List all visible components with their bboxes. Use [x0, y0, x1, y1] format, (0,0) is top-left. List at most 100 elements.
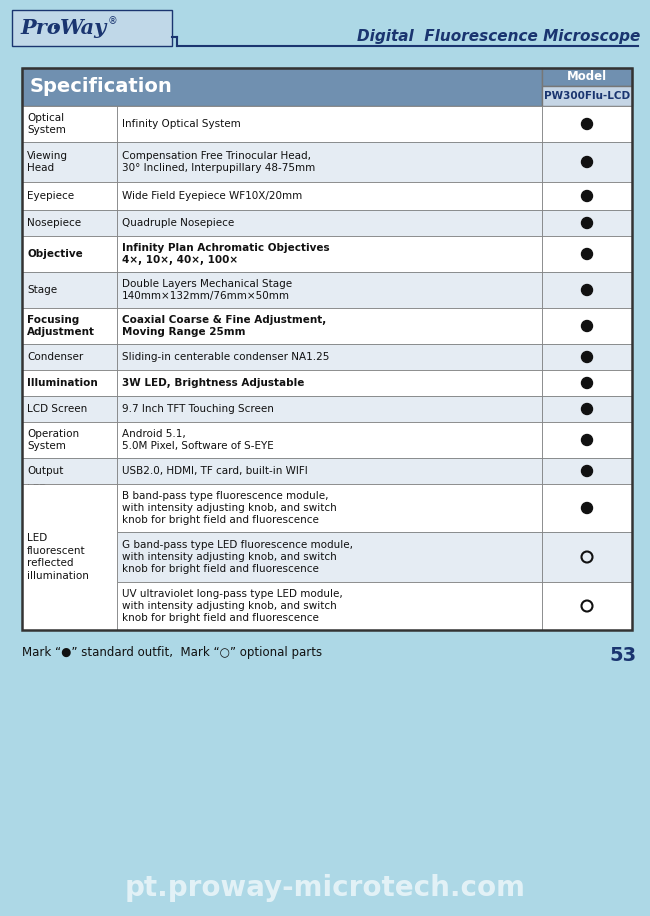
Text: Android 5.1,
5.0M Pixel, Software of S-EYE: Android 5.1, 5.0M Pixel, Software of S-E…	[122, 429, 274, 452]
FancyBboxPatch shape	[22, 484, 117, 630]
FancyBboxPatch shape	[22, 272, 117, 308]
FancyBboxPatch shape	[117, 106, 542, 142]
Circle shape	[582, 434, 593, 445]
Text: 9.7 Inch TFT Touching Screen: 9.7 Inch TFT Touching Screen	[122, 404, 274, 414]
FancyBboxPatch shape	[542, 458, 632, 484]
FancyBboxPatch shape	[117, 272, 542, 308]
Text: ·: ·	[52, 18, 60, 38]
Circle shape	[582, 285, 593, 296]
Text: Condenser: Condenser	[27, 352, 83, 362]
FancyBboxPatch shape	[117, 396, 542, 422]
FancyBboxPatch shape	[22, 142, 117, 182]
Circle shape	[582, 191, 593, 202]
Circle shape	[582, 217, 593, 228]
FancyBboxPatch shape	[542, 422, 632, 458]
FancyBboxPatch shape	[117, 182, 542, 210]
Text: Mark “●” standard outfit,  Mark “○” optional parts: Mark “●” standard outfit, Mark “○” optio…	[22, 646, 322, 659]
FancyBboxPatch shape	[542, 182, 632, 210]
Text: Stage: Stage	[27, 285, 57, 295]
Circle shape	[582, 404, 593, 415]
Text: Pro: Pro	[20, 18, 60, 38]
Text: Viewing
Head: Viewing Head	[27, 151, 68, 173]
FancyBboxPatch shape	[542, 236, 632, 272]
FancyBboxPatch shape	[117, 344, 542, 370]
Text: Focusing
Adjustment: Focusing Adjustment	[27, 315, 95, 337]
Text: Sliding-in centerable condenser NA1.25: Sliding-in centerable condenser NA1.25	[122, 352, 330, 362]
FancyBboxPatch shape	[542, 106, 632, 142]
FancyBboxPatch shape	[542, 344, 632, 370]
FancyBboxPatch shape	[117, 370, 542, 396]
Text: Model: Model	[567, 71, 607, 83]
Text: Operation
System: Operation System	[27, 429, 79, 452]
Text: Coaxial Coarse & Fine Adjustment,
Moving Range 25mm: Coaxial Coarse & Fine Adjustment, Moving…	[122, 315, 326, 337]
Text: LCD Screen: LCD Screen	[27, 404, 87, 414]
Circle shape	[582, 465, 593, 476]
Circle shape	[582, 248, 593, 259]
FancyBboxPatch shape	[22, 344, 117, 370]
FancyBboxPatch shape	[22, 106, 117, 142]
FancyBboxPatch shape	[12, 10, 172, 46]
Text: Objective: Objective	[27, 249, 83, 259]
FancyBboxPatch shape	[542, 484, 632, 532]
Text: Quadruple Nosepiece: Quadruple Nosepiece	[122, 218, 234, 228]
FancyBboxPatch shape	[117, 142, 542, 182]
FancyBboxPatch shape	[22, 210, 117, 236]
Circle shape	[582, 118, 593, 129]
FancyBboxPatch shape	[22, 236, 117, 272]
FancyBboxPatch shape	[117, 484, 542, 532]
Circle shape	[582, 377, 593, 388]
FancyBboxPatch shape	[542, 308, 632, 344]
FancyBboxPatch shape	[117, 422, 542, 458]
Circle shape	[582, 352, 593, 363]
Text: LED
fluorescent
reflected
illumination: LED fluorescent reflected illumination	[27, 533, 89, 581]
FancyBboxPatch shape	[542, 582, 632, 630]
Text: Double Layers Mechanical Stage
140mm×132mm/76mm×50mm: Double Layers Mechanical Stage 140mm×132…	[122, 278, 292, 301]
FancyBboxPatch shape	[117, 532, 542, 582]
FancyBboxPatch shape	[117, 582, 542, 630]
Circle shape	[582, 503, 593, 514]
FancyBboxPatch shape	[542, 142, 632, 182]
FancyBboxPatch shape	[542, 210, 632, 236]
FancyBboxPatch shape	[117, 308, 542, 344]
Text: Illumination: Illumination	[27, 378, 97, 388]
Text: Wide Field Eyepiece WF10X/20mm: Wide Field Eyepiece WF10X/20mm	[122, 191, 302, 201]
FancyBboxPatch shape	[22, 458, 117, 484]
FancyBboxPatch shape	[22, 370, 117, 396]
Text: Digital  Fluorescence Microscope: Digital Fluorescence Microscope	[357, 28, 640, 43]
Circle shape	[582, 321, 593, 332]
FancyBboxPatch shape	[22, 308, 117, 344]
Text: USB2.0, HDMI, TF card, built-in WIFI: USB2.0, HDMI, TF card, built-in WIFI	[122, 466, 307, 476]
FancyBboxPatch shape	[22, 422, 117, 458]
FancyBboxPatch shape	[22, 182, 117, 210]
Text: Eyepiece: Eyepiece	[27, 191, 74, 201]
Text: 3W LED, Brightness Adjustable: 3W LED, Brightness Adjustable	[122, 378, 304, 388]
Text: G band-pass type LED fluorescence module,
with intensity adjusting knob, and swi: G band-pass type LED fluorescence module…	[122, 540, 353, 574]
Text: Output: Output	[27, 466, 64, 476]
FancyBboxPatch shape	[542, 532, 632, 582]
FancyBboxPatch shape	[22, 396, 117, 422]
Text: Nosepiece: Nosepiece	[27, 218, 81, 228]
FancyBboxPatch shape	[542, 396, 632, 422]
Text: ®: ®	[108, 16, 118, 26]
Text: Specification: Specification	[30, 78, 173, 96]
FancyBboxPatch shape	[117, 210, 542, 236]
FancyBboxPatch shape	[542, 370, 632, 396]
FancyBboxPatch shape	[542, 272, 632, 308]
Text: Compensation Free Trinocular Head,
30° Inclined, Interpupillary 48-75mm: Compensation Free Trinocular Head, 30° I…	[122, 151, 315, 173]
FancyBboxPatch shape	[117, 236, 542, 272]
Text: Way: Way	[60, 18, 107, 38]
Text: pt.proway-microtech.com: pt.proway-microtech.com	[125, 874, 525, 902]
Text: LED
fluorescent
reflected
illumination: LED fluorescent reflected illumination	[27, 485, 89, 531]
Circle shape	[582, 157, 593, 168]
Text: 53: 53	[610, 646, 637, 665]
Text: Infinity Plan Achromatic Objectives
4×, 10×, 40×, 100×: Infinity Plan Achromatic Objectives 4×, …	[122, 243, 330, 266]
Text: Infinity Optical System: Infinity Optical System	[122, 119, 240, 129]
FancyBboxPatch shape	[117, 458, 542, 484]
FancyBboxPatch shape	[22, 484, 117, 532]
FancyBboxPatch shape	[542, 86, 632, 106]
FancyBboxPatch shape	[22, 68, 542, 106]
FancyBboxPatch shape	[542, 68, 632, 86]
Text: B band-pass type fluorescence module,
with intensity adjusting knob, and switch
: B band-pass type fluorescence module, wi…	[122, 491, 337, 526]
Text: PW300Flu-LCD: PW300Flu-LCD	[544, 91, 630, 101]
Text: UV ultraviolet long-pass type LED module,
with intensity adjusting knob, and swi: UV ultraviolet long-pass type LED module…	[122, 589, 343, 624]
